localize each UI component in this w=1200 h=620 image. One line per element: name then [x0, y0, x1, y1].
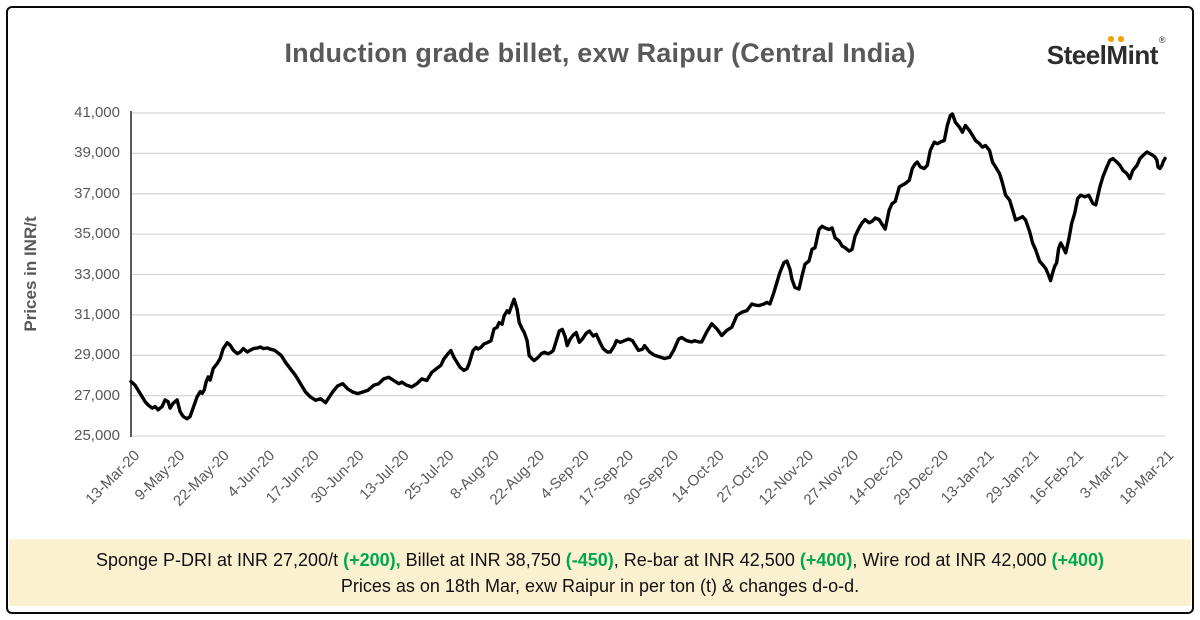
y-axis-tick-label: 31,000 — [74, 306, 120, 323]
chart-title: Induction grade billet, exw Raipur (Cent… — [284, 38, 916, 68]
y-axis-tick-label: 25,000 — [74, 427, 120, 444]
logo-letter-m: M — [1106, 36, 1128, 68]
logo-text-int: int — [1127, 40, 1159, 70]
logo-dot-icon — [1108, 36, 1114, 42]
y-axis-tick-label: 35,000 — [74, 225, 120, 242]
steelmint-logo: Steel Mint® — [1046, 36, 1166, 70]
logo-dot-icon — [1118, 36, 1124, 42]
registered-mark: ® — [1158, 35, 1166, 45]
price-change-value: (+400) — [799, 550, 853, 570]
y-axis-tick-label: 37,000 — [74, 185, 120, 202]
price-text: , Wire rod at INR 42,000 — [852, 550, 1052, 570]
y-axis-tick-label: 39,000 — [74, 144, 120, 161]
logo-text-steel: Steel — [1046, 40, 1107, 70]
y-axis-tick-label: 41,000 — [74, 104, 120, 121]
price-text: , Re-bar at INR 42,500 — [613, 550, 800, 570]
price-summary-line1: Sponge P-DRI at INR 27,200/t (+200), Bil… — [9, 547, 1191, 573]
price-text: Sponge P-DRI at INR 27,200/t — [95, 550, 344, 570]
y-axis-tick-label: 33,000 — [74, 266, 120, 283]
price-text: Billet at INR 38,750 — [400, 550, 566, 570]
price-change-value: (+200), — [343, 550, 401, 570]
price-summary-footer: Sponge P-DRI at INR 27,200/t (+200), Bil… — [9, 539, 1191, 606]
price-change-value: (-450) — [565, 550, 614, 570]
price-summary-line2: Prices as on 18th Mar, exw Raipur in per… — [340, 576, 860, 596]
price-line — [129, 112, 1167, 421]
y-axis-tick-label: 29,000 — [74, 346, 120, 363]
price-change-value: (+400) — [1051, 550, 1105, 570]
y-axis-tick-label: 27,000 — [74, 387, 120, 404]
